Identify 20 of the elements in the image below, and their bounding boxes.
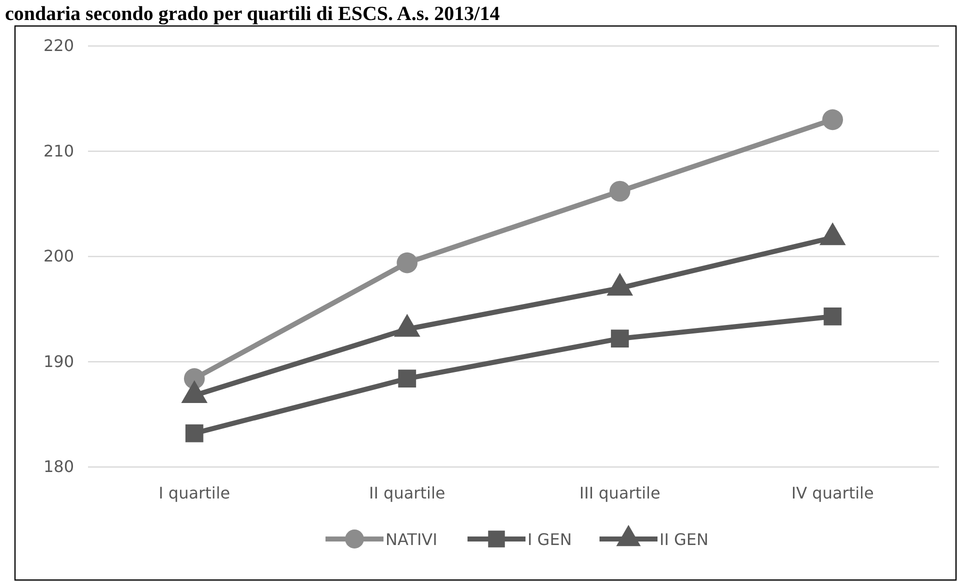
- legend-label: NATIVI: [386, 530, 438, 549]
- x-tick-label: III quartile: [579, 483, 660, 502]
- legend-label: II GEN: [660, 530, 708, 549]
- y-tick-label: 200: [43, 246, 74, 266]
- x-tick-label: IV quartile: [791, 483, 874, 502]
- point: [824, 308, 842, 326]
- legend-label: I GEN: [528, 530, 572, 549]
- point: [398, 370, 416, 388]
- y-tick-label: 210: [43, 141, 74, 160]
- y-tick-label: 190: [43, 352, 74, 371]
- point: [609, 180, 630, 202]
- point: [822, 109, 844, 130]
- chart-title: condaria secondo grado per quartili di ESCS. A.s. 2013/14: [5, 3, 500, 25]
- point: [396, 252, 418, 274]
- point: [610, 330, 629, 348]
- y-tick-label: 180: [43, 457, 74, 476]
- point: [185, 424, 204, 442]
- x-tick-label: I quartile: [158, 483, 230, 502]
- y-tick-label: 220: [43, 36, 74, 56]
- x-tick-label: II quartile: [369, 483, 446, 502]
